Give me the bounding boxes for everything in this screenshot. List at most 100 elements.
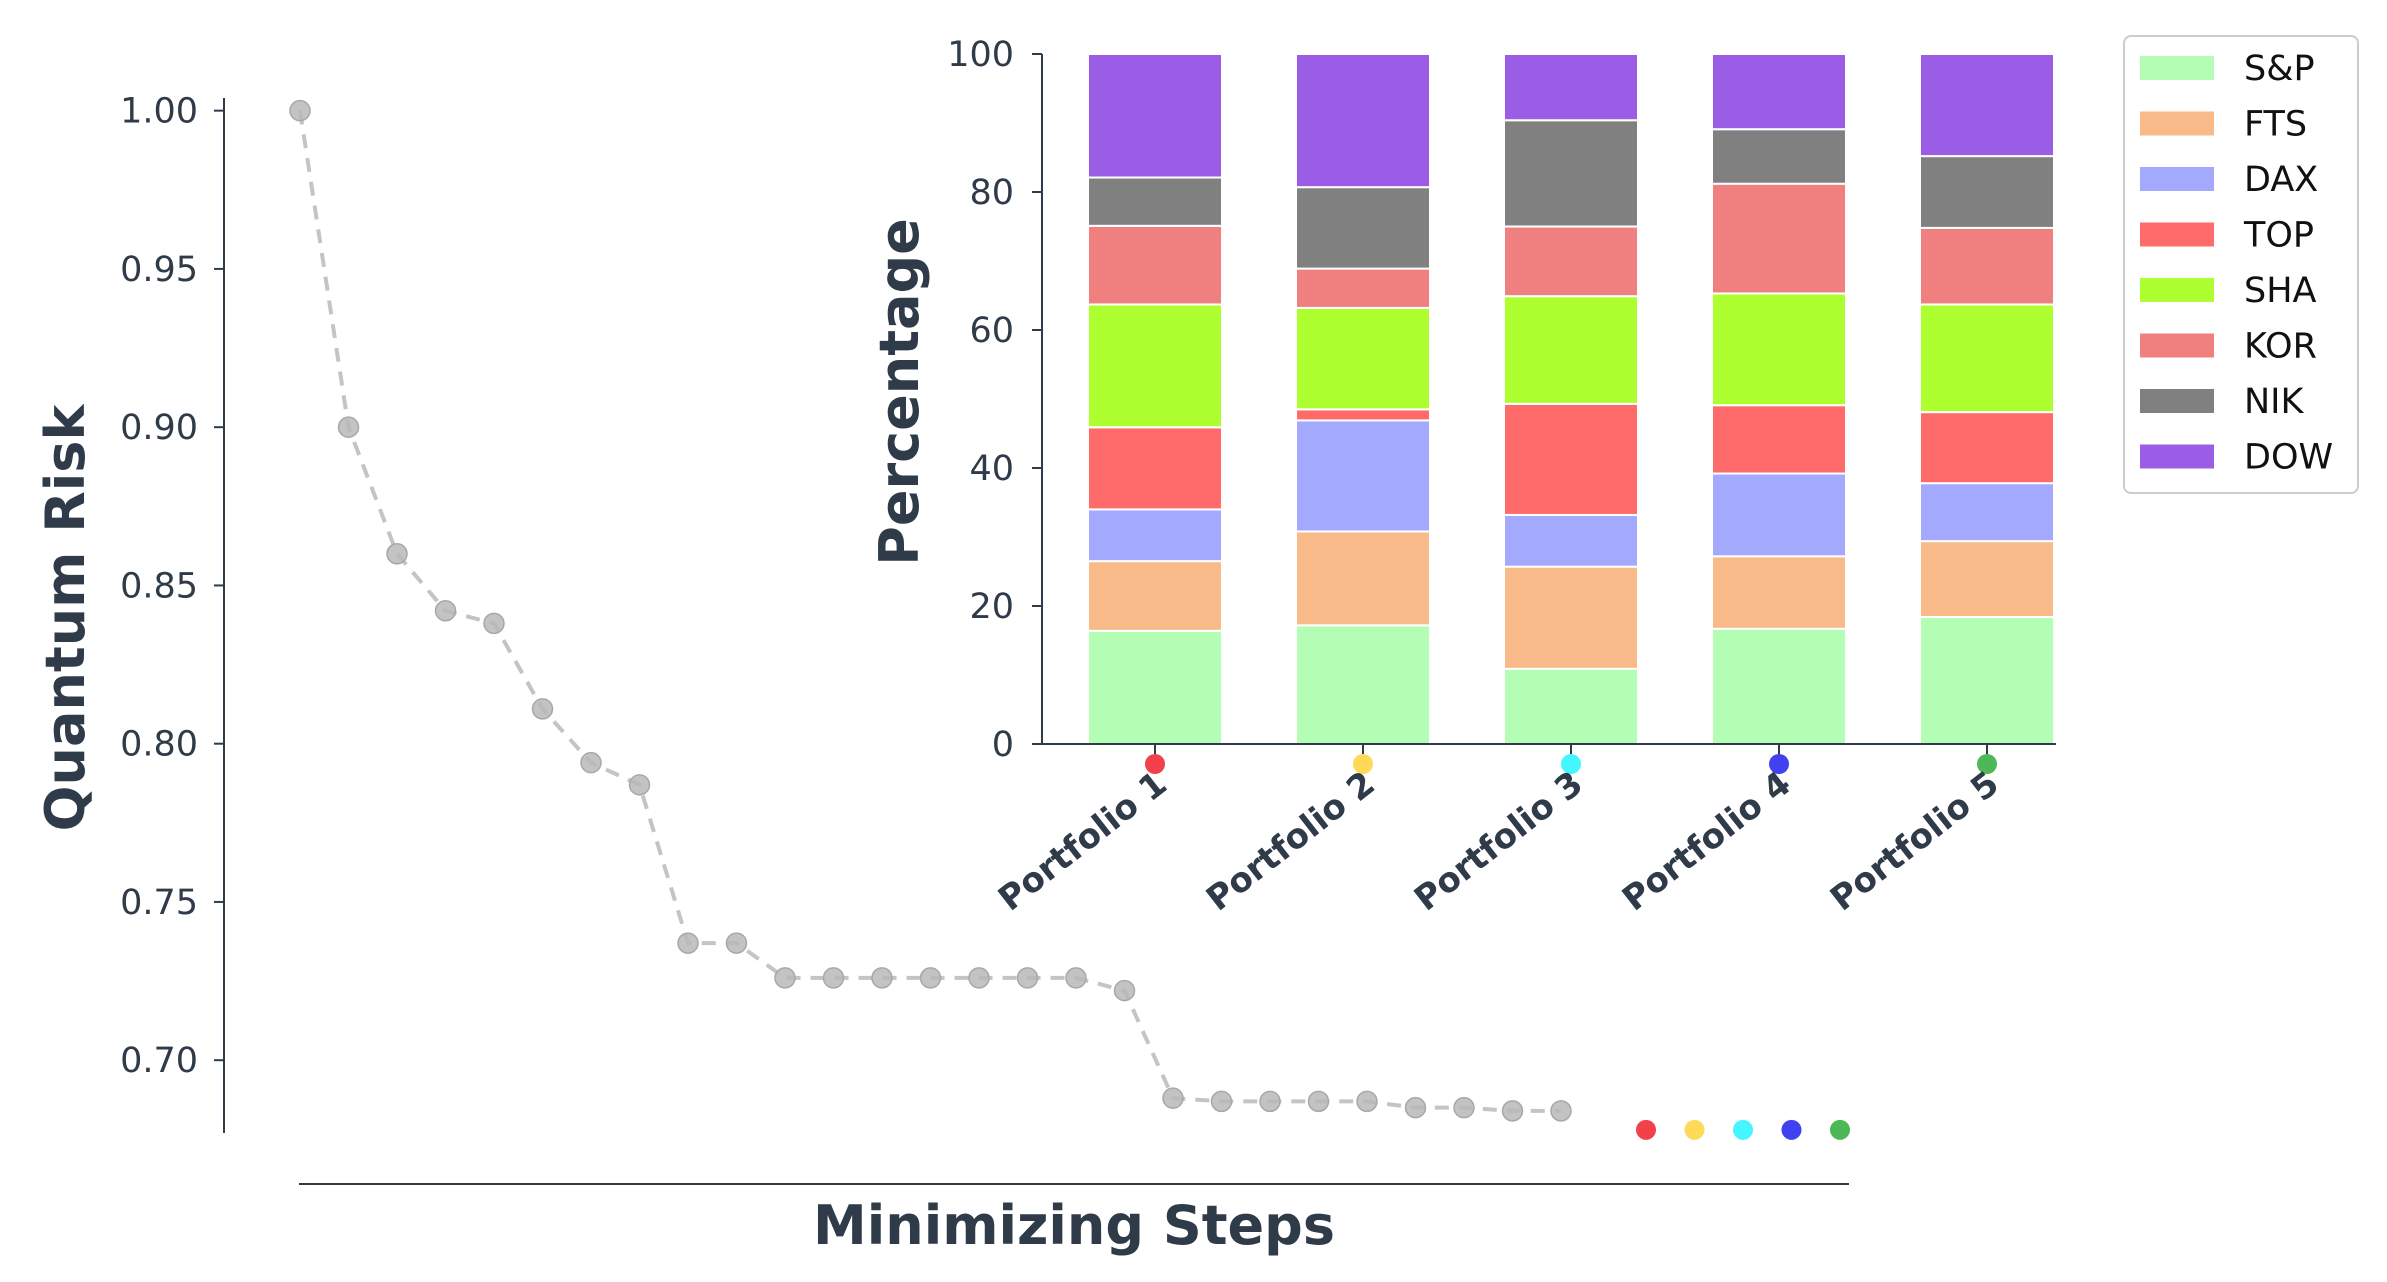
bar-segment-fts: [1711, 555, 1847, 630]
bar-segment-fts: [1919, 540, 2055, 619]
category-labels: Portfolio 1 Portfolio 2 Portfolio 3 Portfol…: [991, 764, 2006, 920]
bar-segment-kor: [1087, 224, 1223, 306]
bar-segment-dow: [1295, 53, 1431, 189]
risk-y-tick-label: 1.00: [120, 92, 198, 132]
portfolio-marker-4: [1781, 1119, 1802, 1140]
bar-segment-sha: [1503, 295, 1639, 405]
risk-point: [1501, 1100, 1524, 1122]
portfolio-marker-3: [1733, 1119, 1753, 1140]
bar-segment-fts: [1503, 565, 1639, 670]
bar-segment-dow: [1503, 53, 1639, 122]
category-marker-5: [1977, 754, 1997, 774]
bar-segment-sha: [1087, 303, 1223, 429]
risk-point: [483, 612, 505, 635]
risk-line-chart: 1.00 0.95 0.90 0.85 0.80 0.75 0.70 Quantum Ris…: [34, 92, 1850, 1257]
risk-point: [677, 932, 699, 954]
risk-point: [337, 416, 360, 438]
risk-series-points: [289, 99, 1572, 1122]
bar-segment-kor: [1295, 267, 1431, 309]
risk-point: [822, 967, 845, 989]
risk-point: [1453, 1096, 1475, 1119]
legend-label-dow: DOW: [2244, 438, 2333, 478]
risk-y-tick-label: 0.70: [120, 1041, 198, 1081]
risk-point: [1162, 1087, 1184, 1109]
legend-swatch-fts: [2140, 111, 2214, 136]
risk-y-axis-title: Quantum Risk: [34, 404, 97, 832]
category-marker-3: [1561, 754, 1581, 774]
risk-y-tick-label: 0.90: [120, 408, 198, 448]
risk-point: [871, 967, 893, 989]
bar-segment-dow: [1919, 53, 2055, 158]
bar-segment-sha: [1919, 303, 2055, 414]
portfolio-marker-1: [1636, 1119, 1656, 1140]
legend-label-sp: S&P: [2244, 49, 2315, 89]
risk-point: [1113, 979, 1136, 1002]
bar-segment-dax: [1711, 472, 1847, 558]
bar-segment-sha: [1711, 292, 1847, 407]
risk-y-tick-label: 0.95: [120, 250, 198, 290]
legend-swatch-dow: [2140, 444, 2214, 469]
risk-point: [1404, 1096, 1427, 1119]
risk-point: [1356, 1090, 1378, 1113]
risk-point: [386, 543, 408, 565]
risk-y-ticks: 1.00 0.95 0.90 0.85 0.80 0.75 0.70: [120, 92, 224, 1081]
bar-segment-fts: [1087, 560, 1223, 632]
legend-swatch-sha: [2140, 278, 2214, 302]
bar-segment-top: [1919, 411, 2055, 485]
legend-label-sha: SHA: [2244, 271, 2317, 311]
bar-segment-kor: [1919, 226, 2055, 306]
bar-segment-kor: [1503, 225, 1639, 298]
category-label: Portfolio 4: [1615, 764, 1798, 920]
risk-point: [725, 932, 748, 954]
risk-point: [1550, 1100, 1572, 1122]
risk-point: [1259, 1090, 1281, 1113]
category-label: Portfolio 3: [1407, 764, 1590, 920]
category-label: Portfolio 5: [1823, 764, 2006, 920]
legend-swatch-dax: [2140, 167, 2214, 191]
legend-label-dax: DAX: [2244, 160, 2318, 200]
risk-point: [1016, 967, 1039, 989]
legend-swatch-kor: [2140, 333, 2214, 358]
bar-segment-nik: [1295, 186, 1431, 270]
category-label: Portfolio 1: [991, 764, 1174, 920]
risk-point: [434, 600, 457, 622]
legend: S&P FTS DAX TOP SHA KOR NIK DOW: [2123, 35, 2359, 494]
bar-y-tick-label: 0: [992, 725, 1014, 765]
risk-point: [919, 967, 942, 989]
portfolio-marker-2: [1684, 1119, 1705, 1140]
risk-point: [289, 99, 311, 122]
bar-segment-fts: [1295, 530, 1431, 627]
legend-label-nik: NIK: [2244, 382, 2305, 422]
bar-y-tick-label: 60: [969, 311, 1014, 351]
bar-segment-nik: [1711, 128, 1847, 185]
bar-segment-dax: [1087, 508, 1223, 563]
bar-y-tick-label: 20: [969, 587, 1014, 627]
risk-series-line: [298, 110, 1561, 1113]
bar-segment-nik: [1919, 155, 2055, 229]
bar-segment-top: [1087, 426, 1223, 511]
risk-point: [1065, 967, 1087, 989]
bar-segment-sp: [1503, 667, 1639, 745]
legend-label-top: TOP: [2243, 216, 2314, 256]
category-marker-2: [1353, 754, 1373, 774]
risk-point: [628, 774, 651, 796]
risk-point: [580, 751, 602, 774]
bar-segment-top: [1295, 408, 1431, 422]
risk-y-tick-label: 0.85: [120, 566, 198, 606]
bar-y-axis-title: Percentage: [868, 218, 931, 565]
bar-segment-sp: [1087, 629, 1223, 746]
bar-segment-dax: [1295, 419, 1431, 533]
risk-point: [531, 698, 554, 720]
category-marker-1: [1145, 754, 1165, 774]
risk-point: [1307, 1090, 1330, 1113]
legend-swatch-sp: [2140, 56, 2214, 80]
bar-y-ticks: 0 20 40 60 80 100: [947, 35, 1042, 765]
bar-segment-sp: [1711, 627, 1847, 746]
bar-segment-dow: [1711, 53, 1847, 131]
bar-segment-top: [1503, 402, 1639, 516]
portfolio-markers: [1636, 1119, 1850, 1140]
category-marker-4: [1769, 754, 1789, 774]
bar-segment-nik: [1503, 119, 1639, 228]
